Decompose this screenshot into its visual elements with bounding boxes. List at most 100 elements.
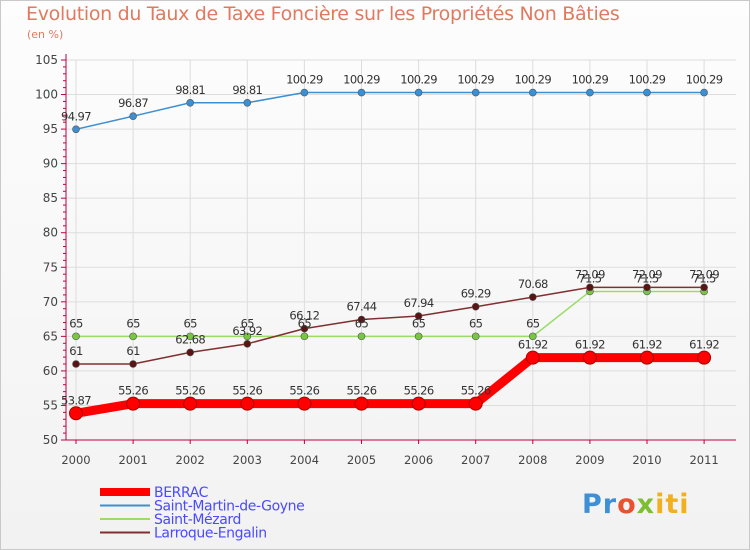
data-label: 55.26 <box>289 384 319 398</box>
x-tick-label: 2007 <box>461 453 490 467</box>
proxiti-logo: Proxiti <box>582 489 690 520</box>
data-label: 96.87 <box>118 96 148 110</box>
x-tick-label: 2004 <box>290 453 319 467</box>
x-tick-label: 2010 <box>632 453 661 467</box>
data-label: 72.09 <box>632 267 662 281</box>
data-label: 61.92 <box>575 338 605 352</box>
data-label: 61 <box>126 344 140 358</box>
data-point <box>129 332 137 341</box>
legend-label: BERRAC <box>154 485 209 501</box>
data-point <box>643 88 651 97</box>
y-tick-label: 105 <box>35 53 58 67</box>
y-tick-label: 100 <box>35 88 58 102</box>
data-label: 65 <box>526 316 540 330</box>
x-tick-label: 2003 <box>233 453 262 467</box>
data-label: 70.68 <box>518 277 548 291</box>
data-point <box>471 88 480 97</box>
data-label: 61.92 <box>632 338 662 352</box>
data-point <box>586 88 594 97</box>
data-label: 63.92 <box>232 324 262 338</box>
data-label: 71.5 <box>692 271 715 285</box>
data-label: 55.26 <box>232 384 262 398</box>
legend: BERRACSaint-Martin-de-GoyneSaint-MézardL… <box>100 485 305 542</box>
data-label: 100.29 <box>629 73 666 87</box>
data-point <box>468 396 483 411</box>
data-label: 55.26 <box>347 384 377 398</box>
data-point <box>528 332 537 341</box>
data-label: 65 <box>69 316 83 330</box>
legend-label: Saint-Mézard <box>154 512 241 528</box>
data-label: 55.26 <box>404 384 434 398</box>
x-tick-label: 2000 <box>61 453 90 467</box>
y-tick-label: 95 <box>43 122 58 136</box>
y-tick-label: 90 <box>43 157 58 171</box>
data-point <box>72 332 80 341</box>
y-tick-label: 65 <box>43 329 58 343</box>
data-label: 55.26 <box>461 384 491 398</box>
data-label: 98.81 <box>175 83 205 97</box>
data-label: 61.92 <box>518 338 548 352</box>
data-label: 72.09 <box>575 267 605 281</box>
data-point <box>471 302 480 311</box>
data-point <box>72 125 80 134</box>
data-label: 61.92 <box>689 338 719 352</box>
data-label: 65 <box>241 316 255 330</box>
data-label: 67.94 <box>404 296 434 310</box>
data-label: 65 <box>126 316 140 330</box>
series-layer <box>69 88 712 421</box>
data-label: 62.68 <box>175 332 205 346</box>
data-label: 71.5 <box>635 271 658 285</box>
data-label: 72.09 <box>689 267 719 281</box>
data-point <box>471 332 480 341</box>
data-point <box>357 332 366 341</box>
data-point <box>240 396 255 411</box>
data-point <box>414 88 423 97</box>
data-point <box>126 396 141 411</box>
logo-part: Pr <box>582 489 618 520</box>
data-point <box>300 88 309 97</box>
y-tick-label: 60 <box>43 364 58 378</box>
y-tick-label: 75 <box>43 260 58 274</box>
data-point <box>183 396 198 411</box>
y-tick-label: 80 <box>43 226 58 240</box>
data-label: 100.29 <box>572 73 609 87</box>
data-point <box>354 396 369 411</box>
data-label: 65 <box>183 316 197 330</box>
data-label: 69.29 <box>461 287 491 301</box>
y-tick-label: 55 <box>43 398 58 412</box>
series-line <box>75 91 705 131</box>
x-tick-label: 2011 <box>689 453 718 467</box>
y-tick-label: 50 <box>43 433 58 447</box>
x-tick-label: 2009 <box>575 453 604 467</box>
data-label: 55.26 <box>118 384 148 398</box>
data-label: 100.29 <box>400 73 437 87</box>
data-label: 53.87 <box>61 393 91 407</box>
data-point <box>586 283 594 292</box>
logo-part: x <box>636 489 656 520</box>
data-label: 65 <box>412 316 426 330</box>
x-tick-label: 2006 <box>404 453 433 467</box>
x-tick-label: 2002 <box>176 453 205 467</box>
data-point <box>414 312 423 320</box>
unit-label: (en %) <box>27 28 64 41</box>
legend-label: Larroque-Engalin <box>154 526 267 542</box>
data-label: 66.12 <box>289 309 319 323</box>
data-point <box>700 88 708 97</box>
data-point <box>525 350 540 365</box>
grid-layer <box>66 59 736 441</box>
data-point <box>129 112 137 120</box>
data-point <box>186 98 194 107</box>
data-label: 65 <box>355 316 369 330</box>
data-point <box>243 98 252 107</box>
data-point <box>411 396 426 411</box>
data-label: 100.29 <box>514 73 551 87</box>
data-label: 94.97 <box>61 109 91 123</box>
data-point <box>69 406 83 421</box>
data-point <box>414 332 423 341</box>
data-label: 98.81 <box>232 83 262 97</box>
data-point <box>129 360 137 368</box>
data-label: 67.44 <box>347 300 377 314</box>
logo-part: o <box>617 489 637 520</box>
